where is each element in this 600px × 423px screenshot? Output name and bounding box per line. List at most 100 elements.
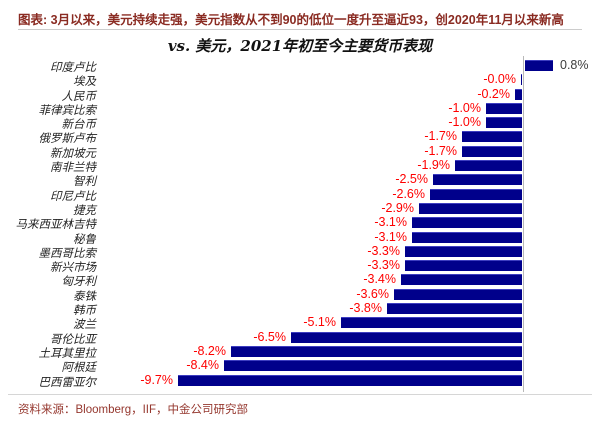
bar (455, 160, 522, 172)
bar-row: 菲律宾比索 -1.0% (0, 100, 600, 117)
value-label: 0.8% (560, 58, 589, 72)
source-note: 资料来源：Bloomberg，IIF，中金公司研究部 (18, 404, 249, 416)
bar (525, 60, 553, 71)
category-label: 阿根廷 (61, 360, 97, 375)
bar-row: 埃及 -0.0% (0, 72, 600, 89)
category-label: 巴西雷亚尔 (38, 374, 97, 389)
bar-row: 韩币 -3.8% (0, 301, 600, 318)
value-label: -1.0% (448, 115, 481, 130)
bar (462, 145, 522, 157)
value-label: -2.9% (381, 200, 414, 215)
bar-row: 巴西雷亚尔 -9.7% (0, 372, 600, 389)
bar (486, 117, 522, 129)
value-label: -3.3% (367, 258, 400, 273)
value-label: -3.3% (367, 243, 400, 258)
category-label: 俄罗斯卢布 (38, 131, 97, 146)
value-label: -0.2% (477, 86, 510, 101)
category-label: 泰铢 (73, 288, 96, 303)
value-label: -1.0% (448, 100, 481, 115)
value-label: -1.7% (424, 129, 457, 144)
category-label: 埃及 (73, 74, 96, 89)
bar (430, 188, 522, 200)
category-label: 智利 (73, 174, 96, 189)
category-label: 秘鲁 (73, 231, 96, 246)
bar (521, 74, 522, 86)
value-label: -6.5% (253, 329, 286, 344)
category-label: 新加坡元 (50, 145, 96, 160)
bar (291, 331, 522, 343)
bar (231, 345, 522, 357)
value-label: -1.9% (417, 158, 450, 173)
zero-axis-line (523, 56, 524, 392)
bar-row: 人民币 -0.2% (0, 86, 600, 103)
bar-row: 印尼卢比 -2.6% (0, 186, 600, 203)
category-label: 新兴市场 (50, 260, 96, 275)
bar (405, 260, 522, 272)
value-label: -2.5% (395, 172, 428, 187)
bar (394, 288, 522, 300)
value-label: -1.7% (424, 143, 457, 158)
value-label: -3.1% (374, 215, 407, 230)
bar-row: 捷克 -2.9% (0, 200, 600, 217)
category-label: 人民币 (61, 88, 97, 103)
category-label: 哥伦比亚 (50, 331, 96, 346)
bar-row: 哥伦比亚 -6.5% (0, 329, 600, 346)
footer-divider (8, 394, 592, 395)
bar-row: 印度卢比 0.8% (0, 58, 600, 74)
value-label: -3.1% (374, 229, 407, 244)
header-divider (18, 29, 582, 30)
bar (412, 217, 522, 229)
bar-row: 墨西哥比索 -3.3% (0, 243, 600, 260)
bar-row: 泰铢 -3.6% (0, 286, 600, 303)
category-label: 印尼卢比 (50, 188, 96, 203)
category-label: 印度卢比 (50, 60, 96, 74)
bar (412, 231, 522, 243)
category-label: 马来西亚林吉特 (15, 217, 97, 232)
value-label: -0.0% (483, 72, 516, 87)
category-label: 新台币 (61, 117, 97, 132)
value-label: -2.6% (392, 186, 425, 201)
bar-row: 匈牙利 -3.4% (0, 272, 600, 289)
bar-rows-container: 印度卢比 0.8% 埃及 -0.0% 人民币 -0.2% 菲律宾比索 -1.0% 新台币 -1.0… (0, 58, 600, 389)
bar-row: 南非兰特 -1.9% (0, 158, 600, 175)
bar-row: 波兰 -5.1% (0, 315, 600, 332)
value-label: -8.4% (186, 358, 219, 373)
bar (341, 317, 522, 329)
bar-row: 马来西亚林吉特 -3.1% (0, 215, 600, 232)
bar-row: 新兴市场 -3.3% (0, 258, 600, 275)
bar (433, 174, 522, 186)
value-label: -3.8% (349, 301, 382, 316)
bar (387, 303, 522, 315)
value-label: -9.7% (140, 372, 173, 387)
bar (405, 245, 522, 257)
category-label: 捷克 (73, 202, 96, 217)
bar-row: 新加坡元 -1.7% (0, 143, 600, 160)
value-label: -3.6% (356, 286, 389, 301)
bar (401, 274, 522, 286)
bar-row: 俄罗斯卢布 -1.7% (0, 129, 600, 146)
bar (515, 88, 522, 100)
bar-row: 智利 -2.5% (0, 172, 600, 189)
value-label: -3.4% (363, 272, 396, 287)
bar-row: 秘鲁 -3.1% (0, 229, 600, 246)
category-label: 匈牙利 (61, 274, 97, 289)
category-label: 土耳其里拉 (38, 345, 97, 360)
bar (462, 131, 522, 143)
category-label: 墨西哥比索 (38, 245, 97, 260)
value-label: -5.1% (303, 315, 336, 330)
bar-row: 新台币 -1.0% (0, 115, 600, 132)
bar (486, 102, 522, 114)
chart-title: vs. 美元，2021年初至今主要货币表现 (167, 37, 433, 55)
bar-row: 阿根廷 -8.4% (0, 358, 600, 375)
bar-chart: 印度卢比 0.8% 埃及 -0.0% 人民币 -0.2% 菲律宾比索 -1.0% 新台币 -1.0… (0, 56, 600, 394)
category-label: 韩币 (73, 303, 96, 318)
category-label: 波兰 (73, 317, 96, 332)
bar (178, 374, 522, 386)
bar-row: 土耳其里拉 -8.2% (0, 343, 600, 360)
figure-caption: 图表: 3月以来，美元持续走强，美元指数从不到90的低位一度升至逼近93，创20… (18, 13, 564, 27)
bar (224, 360, 522, 372)
category-label: 南非兰特 (50, 160, 96, 175)
bar (419, 202, 522, 214)
value-label: -8.2% (193, 343, 226, 358)
